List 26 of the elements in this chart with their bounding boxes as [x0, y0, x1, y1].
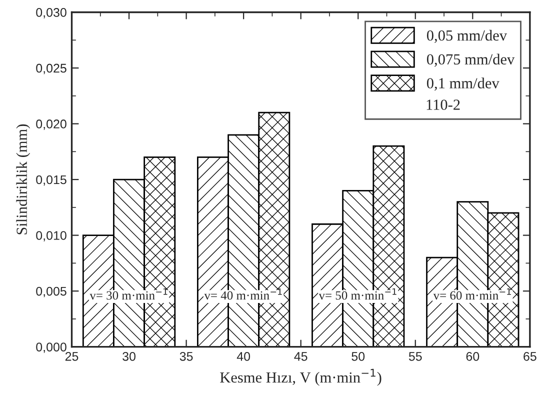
x-tick-label: 50: [352, 352, 365, 361]
annotation: v= 30 m·min$^{−1}$: [90, 288, 168, 300]
x-tick-label: 40: [236, 352, 250, 361]
x-tick-label: 65: [524, 352, 536, 361]
x-tick-label: 45: [294, 352, 308, 361]
x-tick-label: 25: [65, 352, 78, 361]
y-tick-label: 0,015: [36, 175, 66, 186]
y-tick-label: 0,025: [36, 64, 66, 74]
annotation: v= 40 m·min$^{−1}$: [204, 288, 282, 300]
x-tick-label: 60: [466, 352, 480, 361]
legend-label: 0,075 mm/dev: [426, 54, 515, 67]
x-axis-title: Kesme Hızı, V (m·min$^{−1}$): [220, 368, 382, 386]
annotation: v= 60 m·min$^{−1}$: [433, 288, 511, 300]
x-tick-label: 35: [180, 352, 193, 361]
y-tick-label: 0,005: [36, 286, 66, 298]
y-tick-label: 0,020: [36, 120, 66, 130]
annotation: v= 50 m·min$^{−1}$: [318, 288, 396, 300]
y-tick-label: 0,030: [36, 8, 66, 18]
legend-title: 110-2: [426, 100, 460, 110]
y-tick-label: 0,000: [36, 342, 66, 353]
x-tick-label: 30: [122, 352, 136, 361]
x-tick-label: 55: [408, 352, 422, 361]
y-axis-title: Silindiriklik (mm): [16, 124, 30, 234]
legend-label: 0,05 mm/dev: [426, 30, 508, 43]
legend-label: 0,1 mm/dev: [426, 78, 500, 91]
y-tick-label: 0,010: [36, 231, 66, 242]
